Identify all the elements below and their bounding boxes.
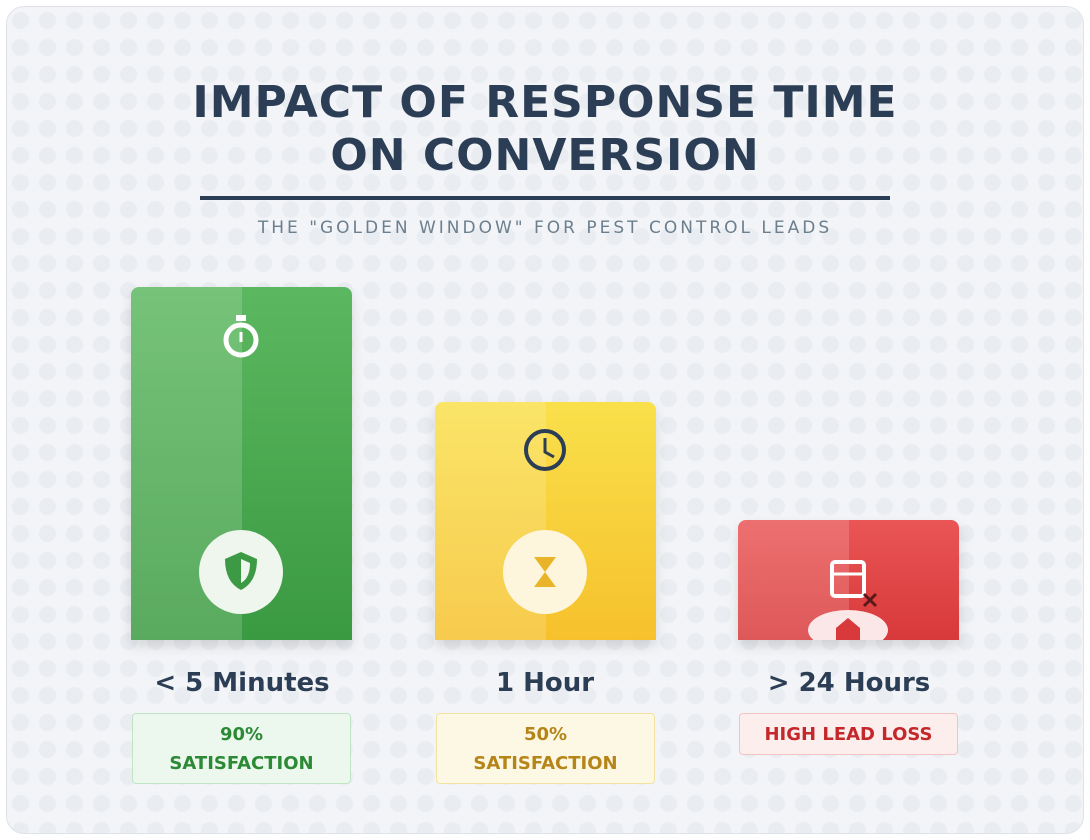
- column-label: 1 Hour: [495, 668, 595, 698]
- badge-line: 90%: [219, 724, 264, 745]
- title: IMPACT OF RESPONSE TIME ON CONVERSION: [192, 77, 898, 181]
- badge: 50% SATISFACTION: [436, 713, 655, 784]
- subtitle: THE "GOLDEN WINDOW" FOR PEST CONTROL LEA…: [257, 218, 833, 238]
- divider: [200, 196, 890, 200]
- badge-line: HIGH LEAD LOSS: [764, 724, 933, 745]
- badge: 90% SATISFACTION: [132, 713, 351, 784]
- column-label: > 24 Hours: [767, 668, 931, 698]
- bar-yellow: [435, 402, 656, 640]
- bar-red: [738, 520, 959, 640]
- column-label: < 5 Minutes: [154, 668, 330, 698]
- bar-icons: [503, 429, 587, 614]
- badge-line: 50%: [523, 724, 568, 745]
- badge-line: SATISFACTION: [473, 753, 618, 774]
- badge: HIGH LEAD LOSS: [739, 713, 958, 755]
- bar-icons: [199, 315, 283, 614]
- bar-green: [131, 287, 352, 640]
- badge-line: SATISFACTION: [169, 753, 314, 774]
- bar-icons: [808, 560, 888, 640]
